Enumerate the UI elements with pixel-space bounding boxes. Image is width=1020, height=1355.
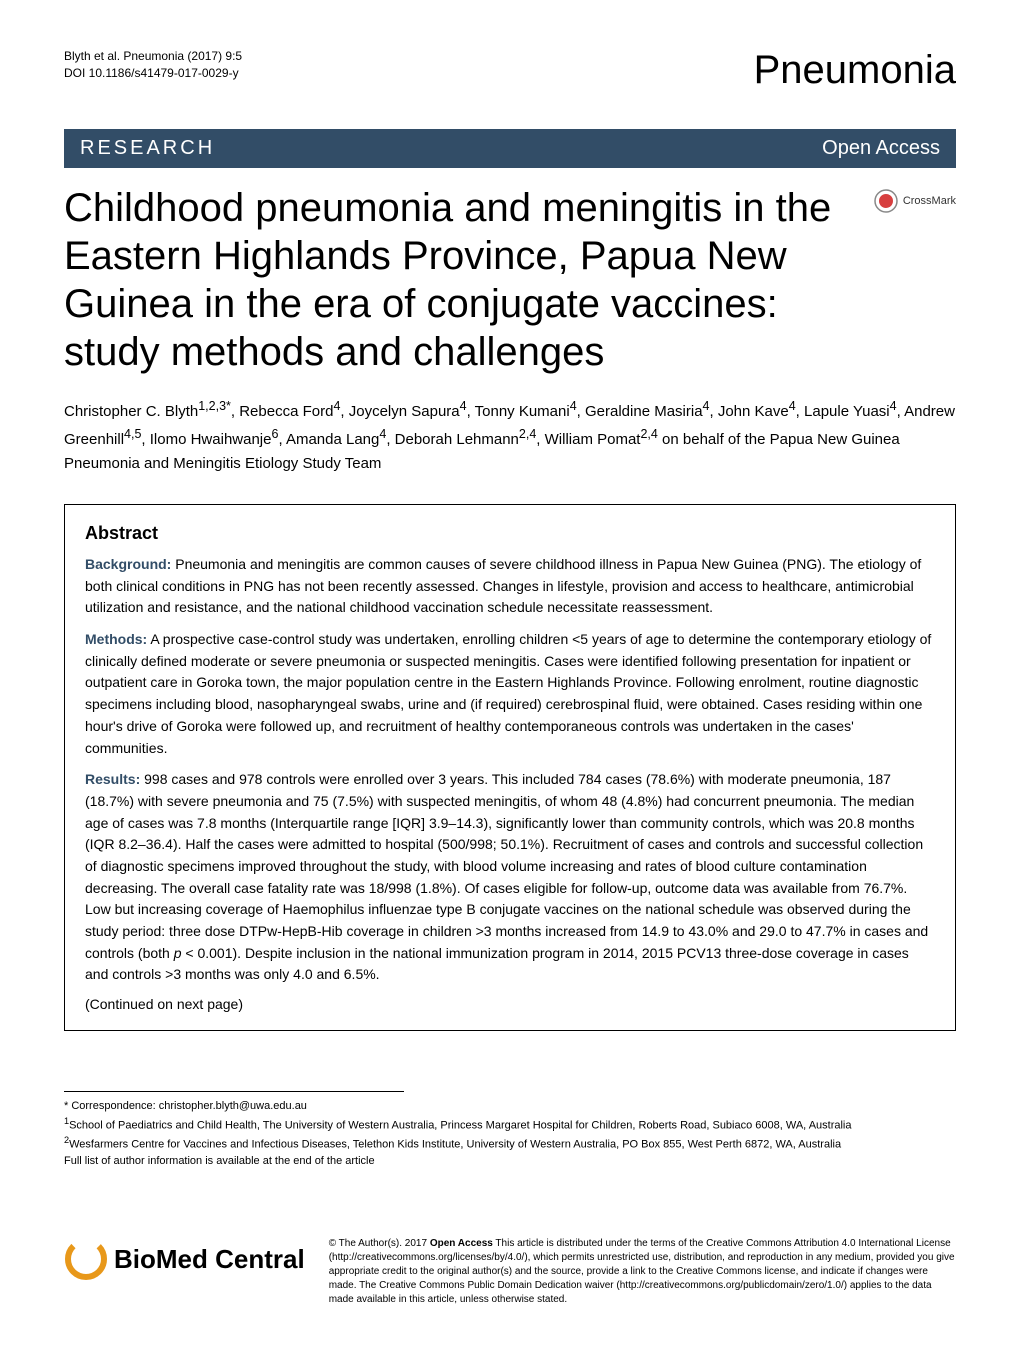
affiliation-1: 1School of Paediatrics and Child Health,… xyxy=(64,1115,956,1134)
license-bold: Open Access xyxy=(430,1238,493,1249)
abstract-background: Background: Pneumonia and meningitis are… xyxy=(85,554,935,619)
crossmark-badge[interactable]: CrossMark xyxy=(873,188,956,214)
results-text: 998 cases and 978 controls were enrolled… xyxy=(85,771,928,982)
author-list: Christopher C. Blyth1,2,3*, Rebecca Ford… xyxy=(64,396,956,476)
article-title: Childhood pneumonia and meningitis in th… xyxy=(64,184,857,376)
affiliation-2: 2Wesfarmers Centre for Vaccines and Infe… xyxy=(64,1134,956,1153)
affiliation-2-text: Wesfarmers Centre for Vaccines and Infec… xyxy=(69,1138,841,1150)
background-label: Background: xyxy=(85,556,171,572)
open-access-label: Open Access xyxy=(822,137,940,160)
abstract-box: Abstract Background: Pneumonia and menin… xyxy=(64,504,956,1031)
affiliation-note: Full list of author information is avail… xyxy=(64,1153,956,1170)
methods-text: A prospective case-control study was und… xyxy=(85,631,931,755)
bmc-logo-text: BioMed Central xyxy=(114,1244,305,1275)
correspondence-email: * Correspondence: christopher.blyth@uwa.… xyxy=(64,1098,956,1115)
citation-line1: Blyth et al. Pneumonia (2017) 9:5 xyxy=(64,48,242,65)
license-text: © The Author(s). 2017 Open Access This a… xyxy=(329,1237,956,1307)
citation-line2: DOI 10.1186/s41479-017-0029-y xyxy=(64,65,242,82)
footer: BioMed Central © The Author(s). 2017 Ope… xyxy=(0,1237,1020,1347)
abstract-methods: Methods: A prospective case-control stud… xyxy=(85,629,935,759)
journal-name: Pneumonia xyxy=(754,48,956,93)
abstract-results: Results: 998 cases and 978 controls were… xyxy=(85,769,935,986)
background-text: Pneumonia and meningitis are common caus… xyxy=(85,556,921,615)
article-type-banner: RESEARCH Open Access xyxy=(64,129,956,168)
correspondence-block: * Correspondence: christopher.blyth@uwa.… xyxy=(64,1098,956,1169)
citation-block: Blyth et al. Pneumonia (2017) 9:5 DOI 10… xyxy=(64,48,242,82)
license-prefix: © The Author(s). 2017 xyxy=(329,1238,430,1249)
bmc-icon xyxy=(64,1237,108,1281)
biomed-central-logo: BioMed Central xyxy=(64,1237,305,1281)
crossmark-label: CrossMark xyxy=(903,195,956,207)
results-label: Results: xyxy=(85,771,140,787)
article-type-label: RESEARCH xyxy=(80,137,215,160)
title-row: Childhood pneumonia and meningitis in th… xyxy=(64,184,956,376)
affiliation-1-text: School of Paediatrics and Child Health, … xyxy=(69,1119,851,1131)
footer-divider xyxy=(64,1091,404,1092)
header: Blyth et al. Pneumonia (2017) 9:5 DOI 10… xyxy=(64,48,956,93)
continued-label: (Continued on next page) xyxy=(85,996,935,1012)
methods-label: Methods: xyxy=(85,631,147,647)
abstract-heading: Abstract xyxy=(85,523,935,544)
crossmark-icon xyxy=(873,188,899,214)
